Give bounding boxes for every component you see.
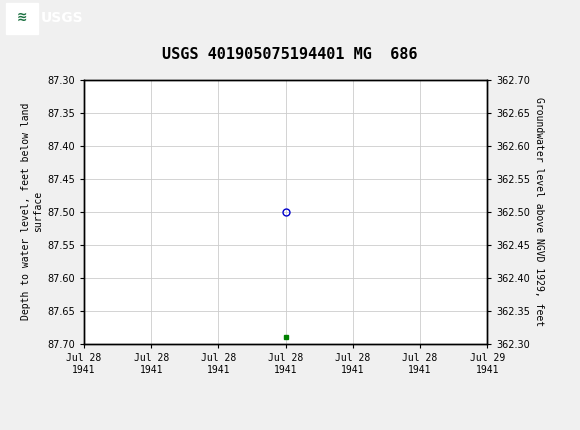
Bar xyxy=(6,3,38,34)
Text: USGS 401905075194401 MG  686: USGS 401905075194401 MG 686 xyxy=(162,47,418,62)
Y-axis label: Groundwater level above NGVD 1929, feet: Groundwater level above NGVD 1929, feet xyxy=(534,97,545,326)
Y-axis label: Depth to water level, feet below land
surface: Depth to water level, feet below land su… xyxy=(21,103,43,320)
Text: ≋: ≋ xyxy=(16,11,27,24)
Text: USGS: USGS xyxy=(41,11,83,25)
